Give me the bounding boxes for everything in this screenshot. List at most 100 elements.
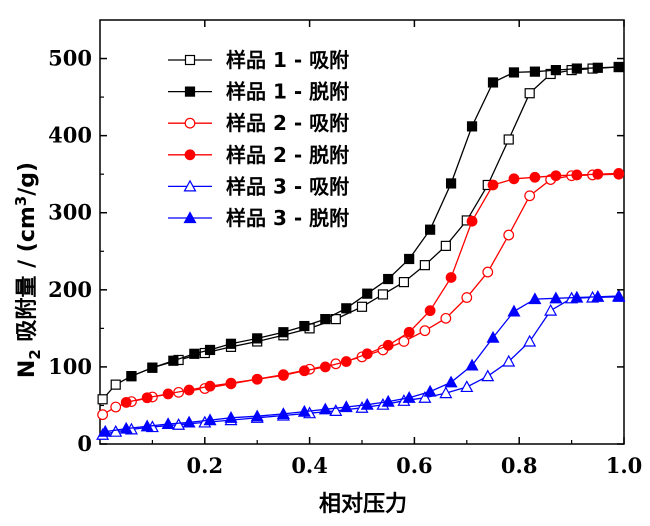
series-line [102,296,619,436]
data-point [487,77,499,88]
data-point [404,253,415,265]
data-point [550,65,561,76]
data-point [297,404,311,417]
data-point [203,413,217,426]
data-point [508,67,520,78]
data-point [403,326,415,338]
data-point [487,179,499,191]
legend-marker [184,149,196,161]
data-point [110,401,122,413]
data-point [550,170,562,182]
data-point [424,305,436,317]
data-point [339,400,353,413]
legend-label: 样品 3 - 吸附 [226,174,349,198]
data-point [119,421,133,434]
legend-label: 样品 2 - 吸附 [226,111,349,135]
data-point [182,415,196,428]
data-point [278,327,289,338]
data-point [97,409,109,421]
data-point [398,277,410,288]
y-axis-title-end: /g) [15,162,40,196]
legend-label: 样品 3 - 脱附 [226,206,349,230]
y-tick-label: 0 [77,431,92,456]
data-point [444,375,458,388]
x-tick-label: 0.6 [396,453,433,478]
data-point [224,411,238,423]
legend-marker [183,211,197,224]
data-point [508,173,520,185]
data-point [524,190,536,202]
data-point [361,348,373,360]
data-point [298,365,310,377]
data-point [445,178,457,189]
data-point [398,336,410,347]
data-point [278,369,289,381]
y-axis-title-subscript: 2 [26,349,44,359]
data-point [481,369,495,382]
data-point [592,168,604,180]
data-point [168,355,179,366]
data-point [299,320,310,332]
data-point [340,356,352,367]
data-point [592,62,603,73]
legend-marker [184,86,196,97]
data-point [126,371,137,382]
y-axis-title: N2 吸附量 / (cm3/g) [12,162,44,378]
data-point [523,334,537,347]
x-tick-label: 0.8 [501,453,538,478]
y-tick-label: 200 [48,277,92,302]
legend-label: 样品 2 - 脱附 [226,143,349,167]
legend-label: 样品 1 - 吸附 [226,48,349,72]
y-tick-label: 400 [48,123,92,148]
data-point [356,301,368,312]
series-line [102,66,619,400]
data-point [110,379,121,390]
data-point [276,407,290,420]
data-point [440,240,451,251]
plot-frame [99,19,625,445]
data-point [381,394,395,407]
data-point [544,303,558,316]
x-tick-label: 0.4 [291,453,328,478]
series-line [131,66,619,377]
data-point [360,397,374,410]
data-point [419,325,431,337]
data-point [189,348,200,359]
data-point [341,303,352,314]
legend-item: 样品 2 - 脱附 [168,143,349,167]
y-tick-label: 500 [48,46,92,71]
data-point [147,362,158,373]
data-point [382,339,394,351]
legend-marker [184,54,196,66]
data-point [383,273,394,285]
data-point [482,266,494,278]
legend-item: 样品 1 - 吸附 [168,48,349,72]
plot-area [99,19,625,445]
data-point [460,380,474,393]
series-2 [126,61,624,382]
data-point [319,361,331,373]
data-point [465,358,479,371]
data-point [162,388,174,400]
legend-label: 样品 1 - 脱附 [226,80,349,104]
data-point [507,304,521,317]
legend-marker [183,179,197,192]
y-axis-title-superscript: 3 [12,196,30,206]
legend-item: 样品 2 - 吸附 [168,111,349,135]
legend-item: 样品 3 - 脱附 [168,206,349,230]
data-point [425,224,436,235]
data-point [225,377,237,389]
y-axis-title-main: N [15,360,40,378]
legend-item: 样品 1 - 脱附 [168,80,349,104]
data-point [120,396,132,408]
series-3 [97,168,625,421]
x-axis-title: 相对压力 [319,492,407,517]
data-point [571,169,583,181]
data-point [466,215,478,227]
data-point [204,344,216,356]
data-point [528,292,542,305]
data-point [549,291,563,304]
data-point [140,419,154,432]
data-point [423,384,437,397]
